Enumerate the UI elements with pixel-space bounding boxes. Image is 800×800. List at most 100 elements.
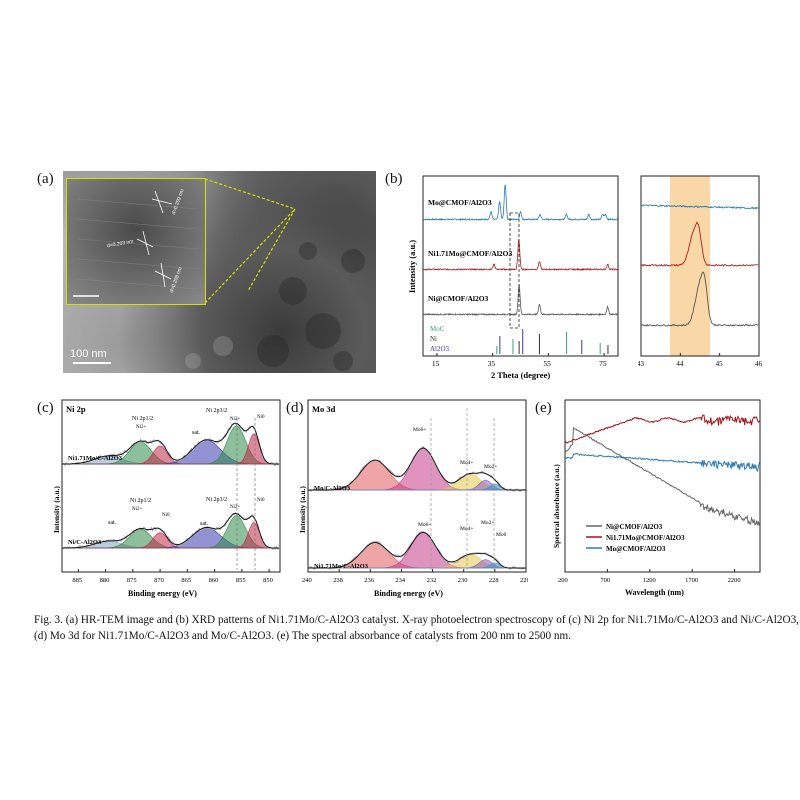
absorbance-xlabel: Wavelength (nm) [625, 588, 684, 597]
panel-e-label: (e) [535, 400, 552, 416]
c-ann-ni0-top: Ni0 [257, 415, 265, 420]
tem-image: d=0.209 nm d=0.203 nm d=0.208 nm 100 nm [63, 171, 376, 373]
xps-mo-frame [307, 399, 527, 573]
xrd-frame [422, 175, 619, 357]
abs-xtick-label: 700 [600, 577, 610, 584]
xps-mo-title: Mo 3d [312, 404, 336, 414]
xps-xtick-label: 875 [127, 577, 137, 584]
absorbance-series-line [564, 453, 761, 473]
xps-xtick-label: 865 [181, 577, 191, 584]
xrd-ref-legend-moc: MoC [430, 325, 445, 333]
panel-c-label: (c) [37, 400, 54, 416]
xps-ni-title: Ni 2p [66, 404, 86, 414]
xrd-series-line [422, 239, 618, 272]
c-ann-sat-bot-2: sat. [200, 521, 209, 527]
panel-d-label: (d) [286, 400, 304, 416]
abs-xtick-label: 1700 [685, 577, 698, 584]
absorbance-chart: Spectral absorbance (a.u.) Wavelength (n… [552, 399, 761, 597]
xps-xtick-label: 226 [520, 577, 528, 584]
xps-mo-series-top: Mo/C-Al2O3 [314, 485, 351, 492]
abs-xtick-label: 2200 [728, 577, 741, 584]
c-ann-ni2-top-b: Ni2+ [230, 417, 241, 422]
c-ann-ni0-bot-a: Ni0 [162, 513, 170, 518]
xps-xtick-label: 238 [333, 577, 343, 584]
xrd-zoom-chart: 43 44 45 46 [638, 175, 763, 368]
xps-xtick-label: 885 [72, 577, 82, 584]
xps-mo-xlabel: Binding energy (eV) [374, 589, 443, 598]
zoom-series-line [640, 221, 759, 267]
absorbance-series-line [564, 414, 761, 444]
zoom-series-line [640, 271, 759, 327]
xrd-series-label-mo: Mo@CMOF/Al2O3 [428, 198, 492, 207]
xps-xtick-label: 228 [489, 577, 499, 584]
abs-xtick-label: 200 [558, 577, 568, 584]
xps-xtick-label: 236 [364, 577, 375, 584]
legend-label: Mo@CMOF/Al2O3 [606, 545, 666, 553]
xps-xtick-label: 234 [395, 577, 406, 584]
xps-xtick-label: 855 [236, 577, 246, 584]
xps-component-peak [62, 522, 279, 549]
d-ann-mo2-bot: Mo2+ [481, 520, 495, 526]
xrd-series-line [422, 184, 619, 221]
d-ann-mo4-top: Mo4+ [460, 460, 474, 466]
xrd-series-label-ni: Ni@CMOF/Al2O3 [428, 294, 489, 303]
xps-xtick-label: 860 [209, 577, 219, 584]
xps-ni-xlabel: Binding energy (eV) [128, 589, 197, 598]
caption-line-1: Fig. 3. (a) HR-TEM image and (b) XRD pat… [34, 614, 799, 626]
xrd-zoom-frame [640, 175, 760, 357]
c-ann-sat-bot-1: sat. [108, 520, 117, 526]
zoom-xtick-label: 43 [638, 360, 645, 368]
absorbance-series-line [564, 426, 761, 526]
xps-envelope [308, 531, 526, 569]
figure-caption: Fig. 3. (a) HR-TEM image and (b) XRD pat… [34, 612, 799, 644]
xps-mo-ylabel: Intensity (a.u.) [298, 486, 307, 533]
xrd-xtick-label: 35 [488, 359, 496, 368]
xps-ni-series-bot: Ni/C-Al2O3 [68, 539, 102, 546]
xps-mo-chart: Mo 3d Intensity (a.u.) Binding energy (e… [298, 399, 528, 598]
xps-envelope [62, 422, 279, 465]
absorbance-frame [564, 399, 761, 573]
absorbance-ylabel: Spectral absorbance (a.u.) [552, 464, 561, 548]
zoom-xtick-label: 44 [676, 360, 684, 368]
c-ann-ni2-bot-a: Ni2+ [132, 507, 143, 512]
xrd-xtick-label: 55 [543, 359, 551, 368]
c-ann-ni2p32-top: Ni 2p3/2 [206, 408, 227, 414]
xrd-series-line [422, 284, 619, 317]
hrtem-inset: d=0.209 nm d=0.203 nm d=0.208 nm [66, 178, 206, 305]
d-ann-mo0-bot: Mo0 [496, 532, 507, 538]
legend-label: Ni@CMOF/Al2O3 [606, 523, 663, 531]
xps-ni-series-top: Ni1.71Mo/C-Al2O3 [68, 455, 123, 462]
xps-xtick-label: 230 [458, 577, 468, 584]
xrd-xtick-label: 15 [432, 359, 440, 368]
xrd-zoom-highlight [670, 176, 710, 356]
xps-component-peak [62, 433, 279, 465]
xrd-ylabel: Intensity (a.u.) [407, 240, 417, 293]
scale-bar-label: 100 nm [70, 348, 107, 360]
xrd-ref-legend-al2o3: Al2O3 [430, 345, 450, 353]
xps-envelope [308, 447, 526, 491]
panel-a-label: (a) [37, 171, 54, 187]
xrd-xlabel: 2 Theta (degree) [491, 370, 550, 380]
abs-xtick-label: 1200 [643, 577, 656, 584]
c-ann-ni0-bot-b: Ni0 [257, 498, 265, 503]
c-ann-ni2p12-bot: Ni 2p1/2 [130, 498, 151, 504]
xps-xtick-label: 232 [427, 577, 437, 584]
xps-xtick-label: 850 [263, 577, 273, 584]
zoom-series-line [640, 204, 759, 210]
xps-xtick-label: 240 [302, 577, 312, 584]
xrd-xtick-label: 75 [599, 359, 607, 368]
c-ann-ni2p12-top: Ni 2p1/2 [132, 416, 153, 422]
d-ann-mo6-bot: Mo6+ [418, 522, 432, 528]
xrd-ref-legend-ni: Ni [430, 335, 437, 343]
d-ann-mo4-bot: Mo4+ [460, 526, 474, 532]
xps-xtick-label: 880 [100, 577, 110, 584]
zoom-xtick-label: 45 [716, 360, 724, 368]
xrd-dashed-box [509, 212, 520, 329]
caption-line-2: (d) Mo 3d for Ni1.71Mo/C-Al2O3 and Mo/C-… [34, 630, 572, 642]
xrd-series-label-nimo: Ni1.71Mo@CMOF/Al2O3 [428, 249, 513, 258]
zoom-xtick-label: 46 [755, 360, 763, 368]
panel-b-label: (b) [385, 171, 403, 187]
xps-envelope [62, 512, 279, 549]
xps-xtick-label: 870 [154, 577, 164, 584]
d-ann-mo2-top: Mo2+ [484, 464, 498, 470]
